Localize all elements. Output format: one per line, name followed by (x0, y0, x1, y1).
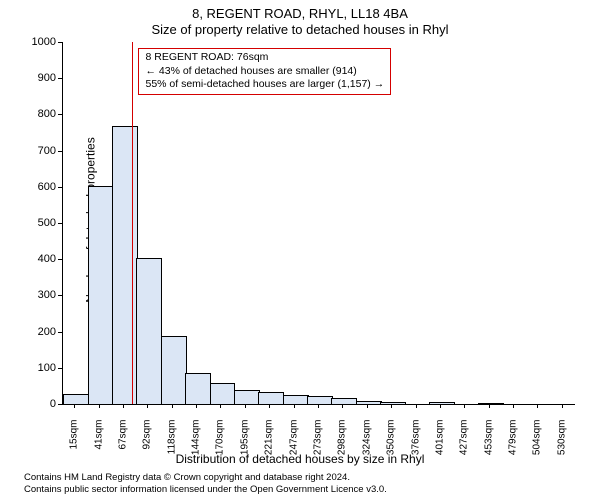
y-tick-mark (58, 404, 62, 405)
x-tick-mark (391, 404, 392, 408)
x-tick-mark (74, 404, 75, 408)
x-tick-mark (220, 404, 221, 408)
x-tick-mark (537, 404, 538, 408)
x-tick-mark (245, 404, 246, 408)
x-tick-mark (489, 404, 490, 408)
histogram-bar (307, 396, 333, 404)
y-tick-mark (58, 259, 62, 260)
y-tick-mark (58, 368, 62, 369)
histogram-bar (161, 336, 187, 404)
y-tick-label: 0 (50, 398, 56, 410)
y-tick-label: 500 (38, 217, 56, 229)
x-tick-label: 41sqm (93, 420, 104, 470)
x-tick-label: 170sqm (215, 420, 226, 470)
x-tick-label: 453sqm (483, 420, 494, 470)
histogram-bar (88, 186, 114, 404)
x-tick-mark (196, 404, 197, 408)
x-tick-mark (123, 404, 124, 408)
x-tick-label: 479sqm (508, 420, 519, 470)
y-tick-mark (58, 295, 62, 296)
x-tick-label: 376sqm (410, 420, 421, 470)
histogram-bar (258, 392, 284, 404)
y-tick-mark (58, 42, 62, 43)
annotation-box: 8 REGENT ROAD: 76sqm← 43% of detached ho… (138, 48, 391, 95)
x-tick-label: 350sqm (386, 420, 397, 470)
histogram-bar (112, 126, 138, 404)
x-tick-mark (269, 404, 270, 408)
x-tick-label: 118sqm (166, 420, 177, 470)
x-tick-mark (342, 404, 343, 408)
y-tick-label: 1000 (32, 36, 56, 48)
histogram-bar (380, 402, 406, 404)
y-tick-mark (58, 223, 62, 224)
x-tick-label: 195sqm (239, 420, 250, 470)
y-tick-label: 200 (38, 326, 56, 338)
x-tick-mark (464, 404, 465, 408)
x-tick-label: 324sqm (361, 420, 372, 470)
x-tick-label: 504sqm (532, 420, 543, 470)
y-tick-label: 900 (38, 72, 56, 84)
y-tick-label: 800 (38, 108, 56, 120)
x-tick-mark (172, 404, 173, 408)
x-tick-label: 427sqm (459, 420, 470, 470)
y-tick-label: 700 (38, 145, 56, 157)
histogram-bar (185, 373, 211, 404)
x-tick-mark (147, 404, 148, 408)
x-tick-mark (294, 404, 295, 408)
annotation-line: 8 REGENT ROAD: 76sqm (145, 51, 384, 65)
plot-area: 8 REGENT ROAD: 76sqm← 43% of detached ho… (62, 42, 575, 405)
y-tick-mark (58, 78, 62, 79)
x-tick-mark (99, 404, 100, 408)
property-marker-line (132, 42, 133, 404)
histogram-bar (478, 403, 504, 404)
histogram-bar (331, 398, 357, 404)
histogram-bar (210, 383, 236, 404)
x-tick-mark (367, 404, 368, 408)
y-tick-mark (58, 151, 62, 152)
annotation-line: 55% of semi-detached houses are larger (… (145, 78, 384, 92)
x-tick-label: 247sqm (288, 420, 299, 470)
x-tick-label: 530sqm (556, 420, 567, 470)
x-tick-label: 92sqm (142, 420, 153, 470)
histogram-bar (63, 394, 89, 404)
x-tick-label: 144sqm (191, 420, 202, 470)
chart-title-subtitle: Size of property relative to detached ho… (0, 22, 600, 37)
histogram-bar (234, 390, 260, 404)
x-tick-mark (513, 404, 514, 408)
footer-copyright: Contains HM Land Registry data © Crown c… (24, 472, 350, 483)
x-tick-label: 273sqm (313, 420, 324, 470)
footer-license: Contains public sector information licen… (24, 484, 387, 495)
annotation-line: ← 43% of detached houses are smaller (91… (145, 65, 384, 79)
x-tick-mark (318, 404, 319, 408)
histogram-bar (356, 401, 382, 404)
histogram-bar (283, 395, 309, 404)
x-tick-mark (416, 404, 417, 408)
x-tick-mark (562, 404, 563, 408)
x-tick-label: 15sqm (69, 420, 80, 470)
histogram-bar (136, 258, 162, 404)
x-tick-label: 401sqm (434, 420, 445, 470)
y-tick-label: 400 (38, 253, 56, 265)
histogram-bar (429, 402, 455, 404)
y-tick-label: 100 (38, 362, 56, 374)
x-tick-label: 298sqm (337, 420, 348, 470)
y-tick-mark (58, 187, 62, 188)
x-tick-label: 67sqm (117, 420, 128, 470)
y-tick-label: 300 (38, 289, 56, 301)
chart-title-address: 8, REGENT ROAD, RHYL, LL18 4BA (0, 6, 600, 21)
x-tick-mark (440, 404, 441, 408)
y-tick-mark (58, 114, 62, 115)
x-tick-label: 221sqm (264, 420, 275, 470)
y-tick-mark (58, 332, 62, 333)
y-tick-label: 600 (38, 181, 56, 193)
